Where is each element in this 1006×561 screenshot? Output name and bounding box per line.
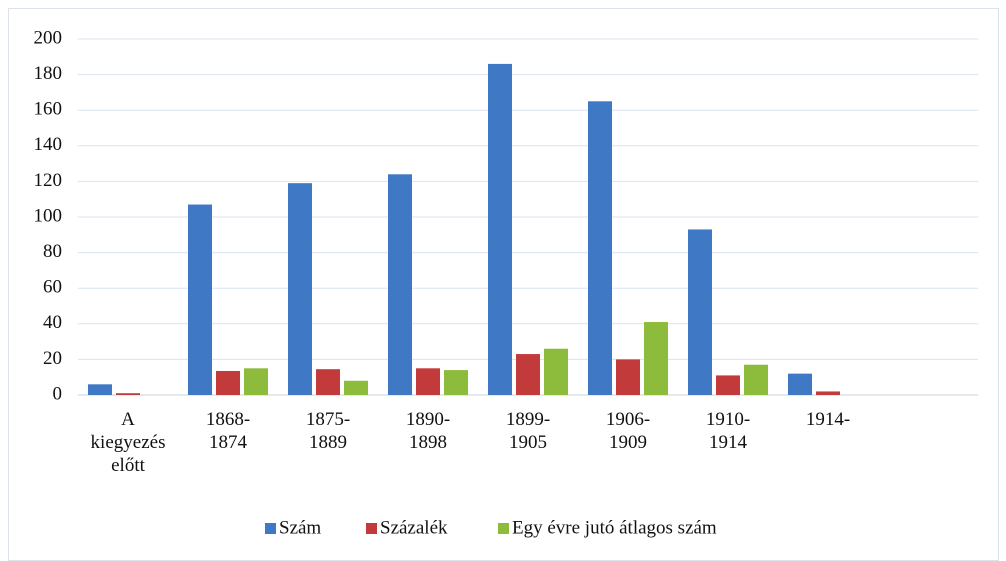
legend-label: Szám [279,517,321,538]
bar [488,63,512,396]
y-tick-label: 100 [34,205,63,226]
bar [716,375,740,395]
bar [388,174,412,395]
bar [116,393,140,395]
bar [188,204,212,395]
y-tick-label: 80 [43,241,62,262]
bar [244,368,268,395]
y-tick-label: 0 [53,383,63,404]
y-tick-label: 140 [34,134,63,155]
x-tick-label: 1868-1874 [205,409,251,453]
bar [588,101,612,396]
bar [544,348,568,395]
bar [216,370,240,395]
legend-swatch [366,523,377,534]
y-tick-label: 60 [43,277,62,298]
bar [416,368,440,395]
legend-swatch [265,523,276,534]
legend-label: Egy évre jutó átlagos szám [512,517,717,538]
y-tick-label: 20 [43,348,62,369]
bar [644,322,668,395]
bar [316,369,340,395]
y-tick-label: 160 [34,99,63,120]
legend-label: Százalék [380,517,448,538]
x-tick-label: 1906-1909 [605,409,651,453]
x-tick-label: 1914- [805,409,851,430]
legend-swatch [498,523,509,534]
bar [288,183,312,395]
x-tick-label: 1910-1914 [705,409,751,453]
y-tick-label: 200 [34,27,63,48]
x-tick-label: 1899-1905 [505,409,551,453]
bar [616,359,640,395]
bar [744,364,768,395]
bar [788,373,812,395]
bar [88,384,112,395]
x-tick-label: 1890-1898 [405,409,451,453]
x-tick-label: A kiegyezés előtt [90,409,166,476]
bar [816,391,840,395]
y-tick-label: 120 [34,170,63,191]
y-tick-label: 40 [43,312,62,333]
bar [444,370,468,395]
bar [344,380,368,395]
bar [516,354,540,395]
bar [688,229,712,395]
x-tick-label: 1875-1889 [305,409,351,453]
y-tick-label: 180 [34,63,63,84]
